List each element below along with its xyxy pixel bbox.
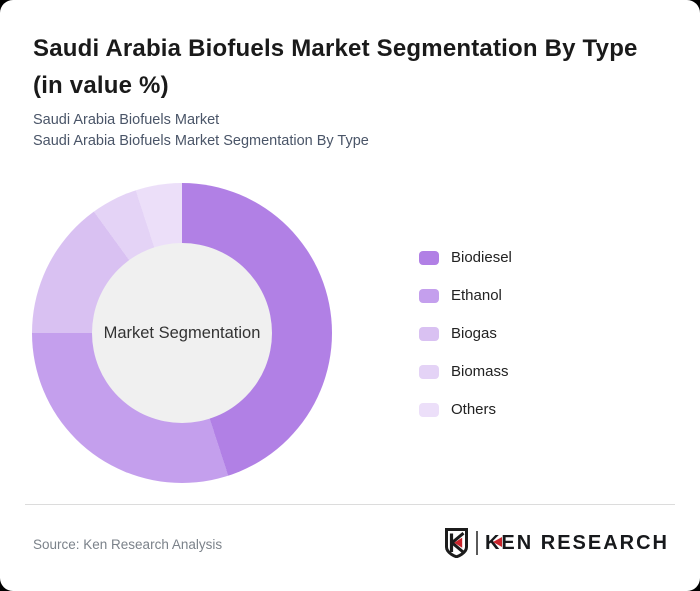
chart-subtitle-line1: Saudi Arabia Biofuels Market bbox=[33, 112, 220, 128]
legend-swatch bbox=[419, 364, 439, 379]
legend-label: Ethanol bbox=[451, 287, 502, 304]
legend-swatch bbox=[419, 402, 439, 417]
legend-swatch bbox=[419, 326, 439, 341]
legend-item-biomass[interactable]: Biomass bbox=[419, 361, 512, 382]
legend-item-biogas[interactable]: Biogas bbox=[419, 323, 512, 344]
donut-chart[interactable]: Market Segmentation bbox=[32, 183, 332, 483]
chart-legend: Biodiesel Ethanol Biogas Biomass Others bbox=[419, 247, 512, 437]
logo-wordmark: KEN RESEARCH bbox=[485, 532, 669, 555]
logo-divider-bar bbox=[475, 531, 478, 555]
page-title-line2: (in value %) bbox=[33, 72, 169, 99]
donut-center: Market Segmentation bbox=[92, 243, 272, 423]
source-note: Source: Ken Research Analysis bbox=[33, 537, 223, 552]
legend-label: Biodiesel bbox=[451, 249, 512, 266]
legend-item-biodiesel[interactable]: Biodiesel bbox=[419, 247, 512, 268]
wordmark-rest: EN RESEARCH bbox=[501, 531, 669, 554]
chart-subtitle-line2: Saudi Arabia Biofuels Market Segmentatio… bbox=[33, 133, 369, 149]
chart-subtitle: Saudi Arabia Biofuels Market Saudi Arabi… bbox=[33, 110, 369, 152]
shield-red-triangle bbox=[454, 537, 463, 548]
legend-label: Biogas bbox=[451, 325, 497, 342]
footer-divider bbox=[25, 504, 675, 505]
legend-item-ethanol[interactable]: Ethanol bbox=[419, 285, 512, 306]
page-title: Saudi Arabia Biofuels Market Segmentatio… bbox=[33, 30, 673, 104]
legend-item-others[interactable]: Others bbox=[419, 399, 512, 420]
ken-shield-icon bbox=[444, 528, 468, 558]
donut-center-label: Market Segmentation bbox=[103, 323, 261, 342]
legend-swatch bbox=[419, 288, 439, 303]
legend-label: Others bbox=[451, 401, 497, 418]
ken-research-logo: KEN RESEARCH bbox=[444, 527, 669, 559]
legend-swatch bbox=[419, 250, 439, 265]
legend-label: Biomass bbox=[451, 363, 509, 380]
wordmark-k-red-triangle: K bbox=[484, 531, 503, 554]
page-title-line1: Saudi Arabia Biofuels Market Segmentatio… bbox=[33, 35, 638, 62]
